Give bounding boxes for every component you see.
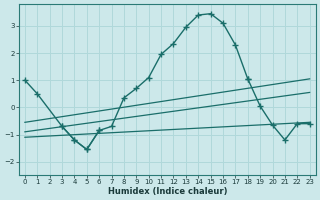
X-axis label: Humidex (Indice chaleur): Humidex (Indice chaleur) <box>108 187 227 196</box>
